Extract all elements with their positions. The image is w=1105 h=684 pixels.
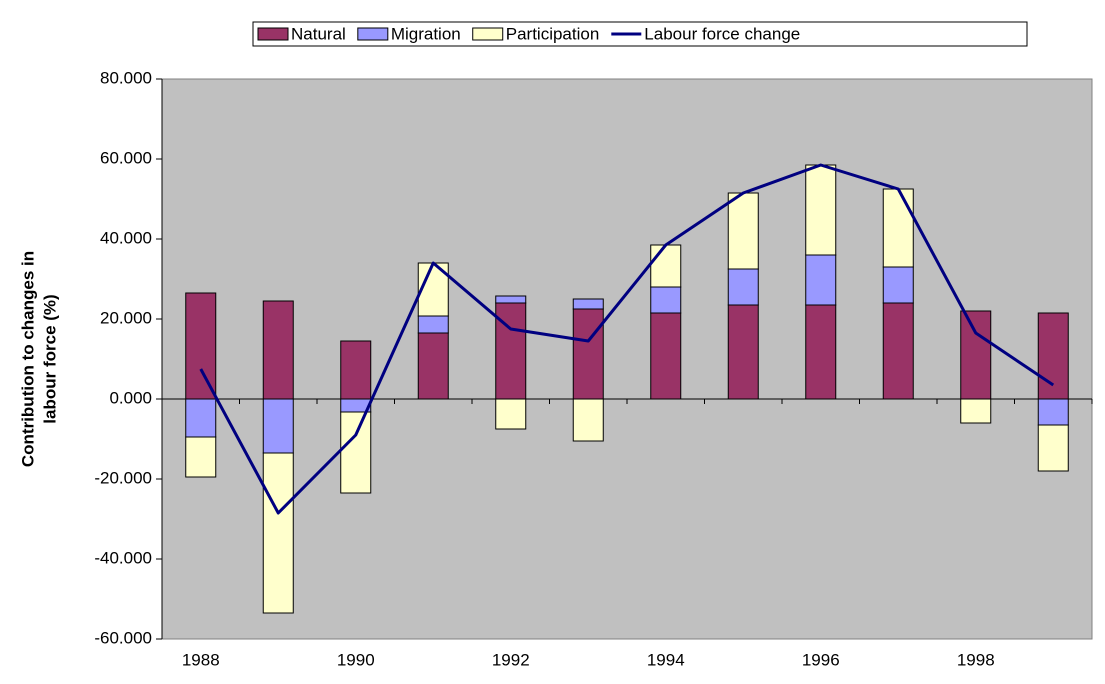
bar	[882, 302, 914, 400]
bar	[417, 332, 449, 400]
bar	[727, 268, 759, 306]
legend-label: Labour force change	[644, 24, 800, 43]
bar	[262, 300, 294, 400]
bar	[650, 286, 682, 314]
x-tick-label: 1992	[492, 650, 530, 669]
legend-label: Participation	[506, 24, 600, 43]
bar	[1037, 398, 1069, 426]
bar	[262, 452, 294, 614]
bar	[960, 398, 992, 424]
bar	[650, 312, 682, 400]
y-tick-label: 20.000	[100, 308, 152, 327]
bar	[805, 304, 837, 400]
x-tick-label: 1996	[802, 650, 840, 669]
bar	[805, 164, 837, 256]
legend-label: Natural	[291, 24, 346, 43]
legend-label: Migration	[391, 24, 461, 43]
bar	[1037, 424, 1069, 472]
bar	[185, 292, 217, 400]
x-tick-label: 1990	[337, 650, 375, 669]
bar	[727, 304, 759, 400]
bar	[882, 188, 914, 268]
y-tick-label: -60.000	[94, 628, 152, 647]
bar	[727, 192, 759, 270]
y-tick-label: 60.000	[100, 148, 152, 167]
bar	[262, 398, 294, 454]
y-tick-label: 0.000	[109, 388, 152, 407]
bar	[185, 436, 217, 478]
bar	[650, 244, 682, 288]
x-tick-label: 1994	[647, 650, 685, 669]
bar	[340, 411, 372, 494]
y-axis-title: Contribution to changes in	[18, 251, 37, 467]
y-tick-label: -20.000	[94, 468, 152, 487]
bar	[572, 398, 604, 442]
bar	[417, 315, 449, 334]
plot-area	[161, 78, 1093, 640]
bar	[495, 302, 527, 400]
bar	[1037, 312, 1069, 400]
x-tick-label: 1988	[182, 650, 220, 669]
bar	[572, 298, 604, 310]
bar	[495, 295, 527, 304]
bar	[495, 398, 527, 430]
legend-swatch	[472, 27, 504, 41]
bar	[960, 310, 992, 400]
legend-swatch	[357, 27, 389, 41]
line	[199, 163, 1055, 515]
bar	[340, 340, 372, 400]
y-tick-label: -40.000	[94, 548, 152, 567]
y-tick-label: 80.000	[100, 68, 152, 87]
bar	[805, 254, 837, 306]
bar	[882, 266, 914, 304]
legend-swatch	[257, 27, 289, 41]
y-tick-label: 40.000	[100, 228, 152, 247]
bar	[572, 308, 604, 400]
y-axis-title: labour force (%)	[40, 294, 59, 423]
bar	[185, 398, 217, 438]
x-tick-label: 1998	[957, 650, 995, 669]
